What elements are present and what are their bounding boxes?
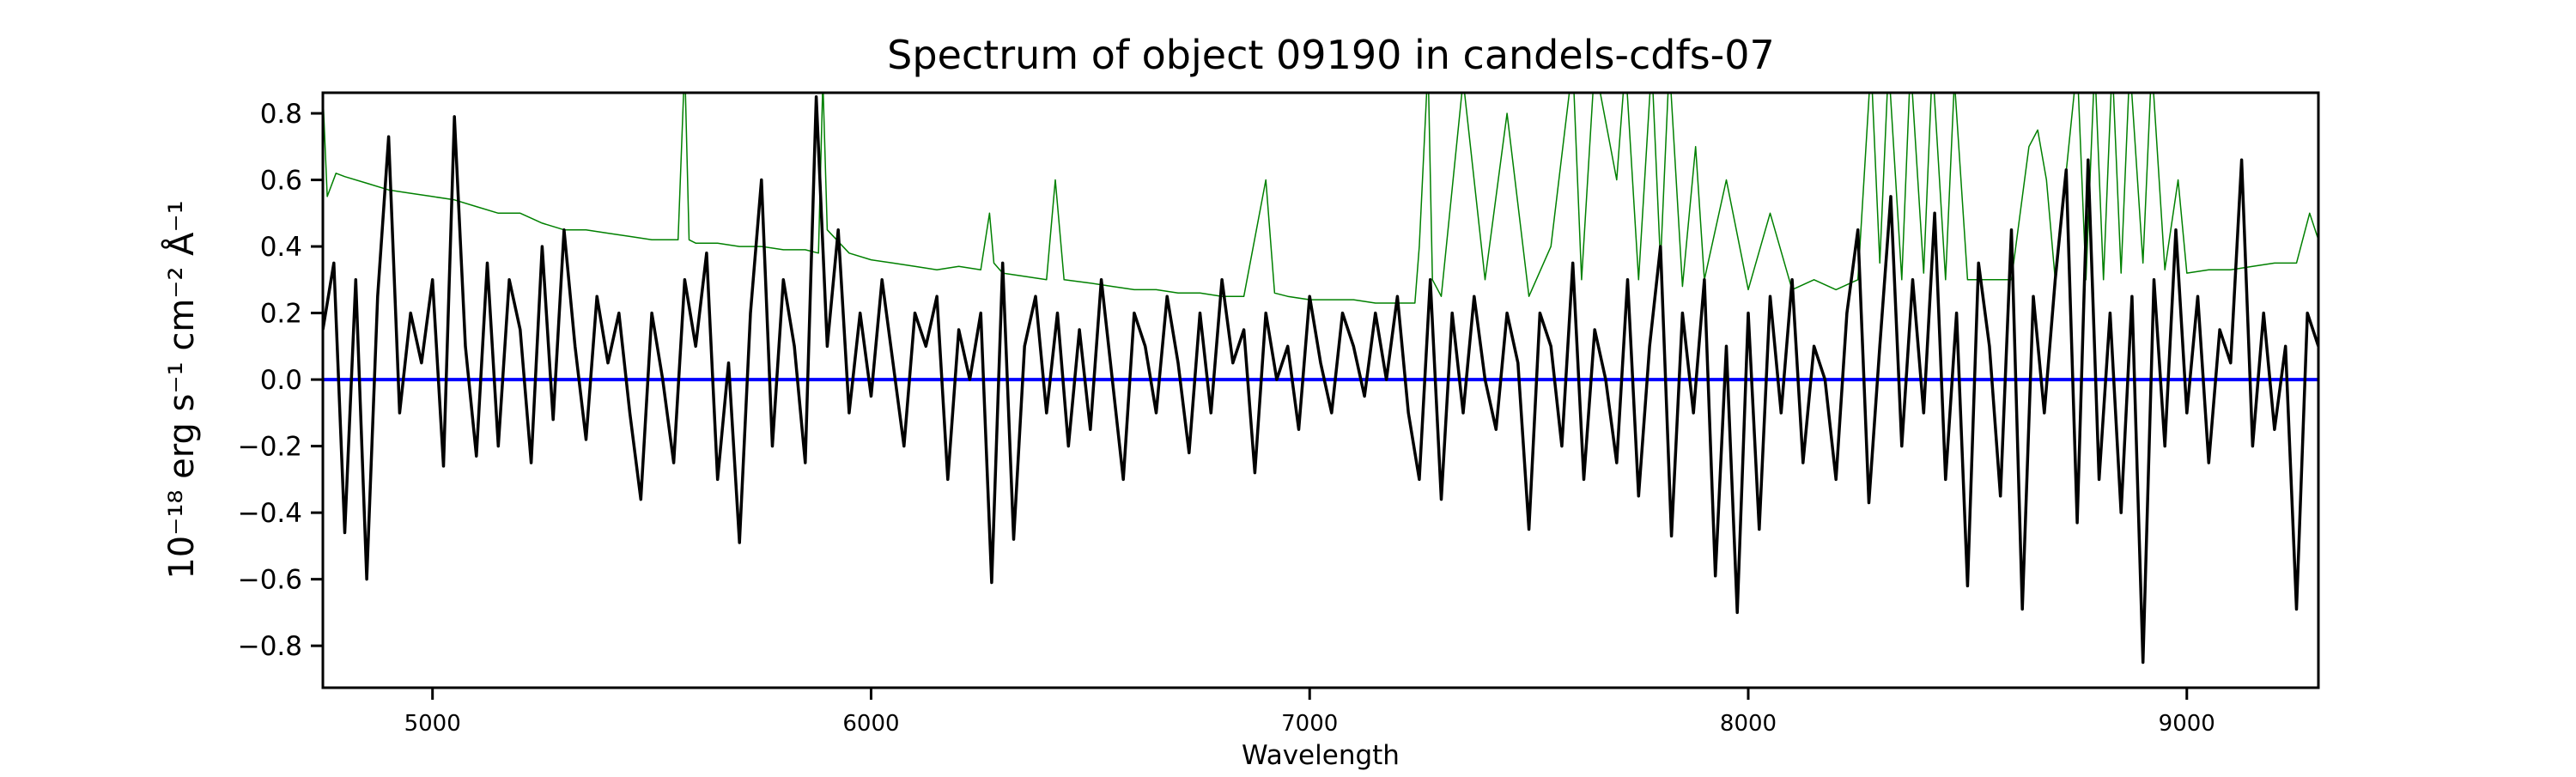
y-tick-label: 0.4 (260, 232, 302, 263)
y-tick-label: 0.2 (260, 299, 302, 330)
y-tick-label: 0.0 (260, 365, 302, 396)
y-tick-label: −0.8 (238, 631, 302, 662)
x-tick-label: 5000 (404, 711, 461, 737)
y-tick-label: −0.2 (238, 432, 302, 463)
x-tick-label: 6000 (842, 711, 899, 737)
series-error-line (323, 93, 2318, 304)
series-layer (323, 93, 2318, 665)
x-axis: 5000 6000 7000 8000 9000 (404, 688, 2215, 737)
x-axis-label: Wavelength (1242, 740, 1400, 771)
y-tick-label: −0.4 (238, 498, 302, 529)
series-flux-line (323, 94, 2318, 665)
plot-frame (321, 91, 2320, 689)
y-axis: −0.8 −0.6 −0.4 −0.2 0.0 0.2 0.4 0.6 0.8 (238, 99, 323, 662)
y-tick-label: −0.6 (238, 565, 302, 596)
y-tick-label: 0.8 (260, 99, 302, 130)
y-axis-label: 10⁻¹⁸ erg s⁻¹ cm⁻² Å⁻¹ (161, 200, 202, 579)
x-tick-label: 7000 (1281, 711, 1338, 737)
y-tick-label: 0.6 (260, 166, 302, 197)
chart-title: Spectrum of object 09190 in candels-cdfs… (887, 32, 1775, 78)
x-tick-label: 9000 (2159, 711, 2215, 737)
x-tick-label: 8000 (1720, 711, 1777, 737)
